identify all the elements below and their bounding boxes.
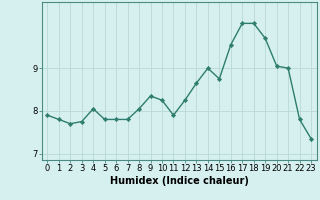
X-axis label: Humidex (Indice chaleur): Humidex (Indice chaleur) [110,176,249,186]
